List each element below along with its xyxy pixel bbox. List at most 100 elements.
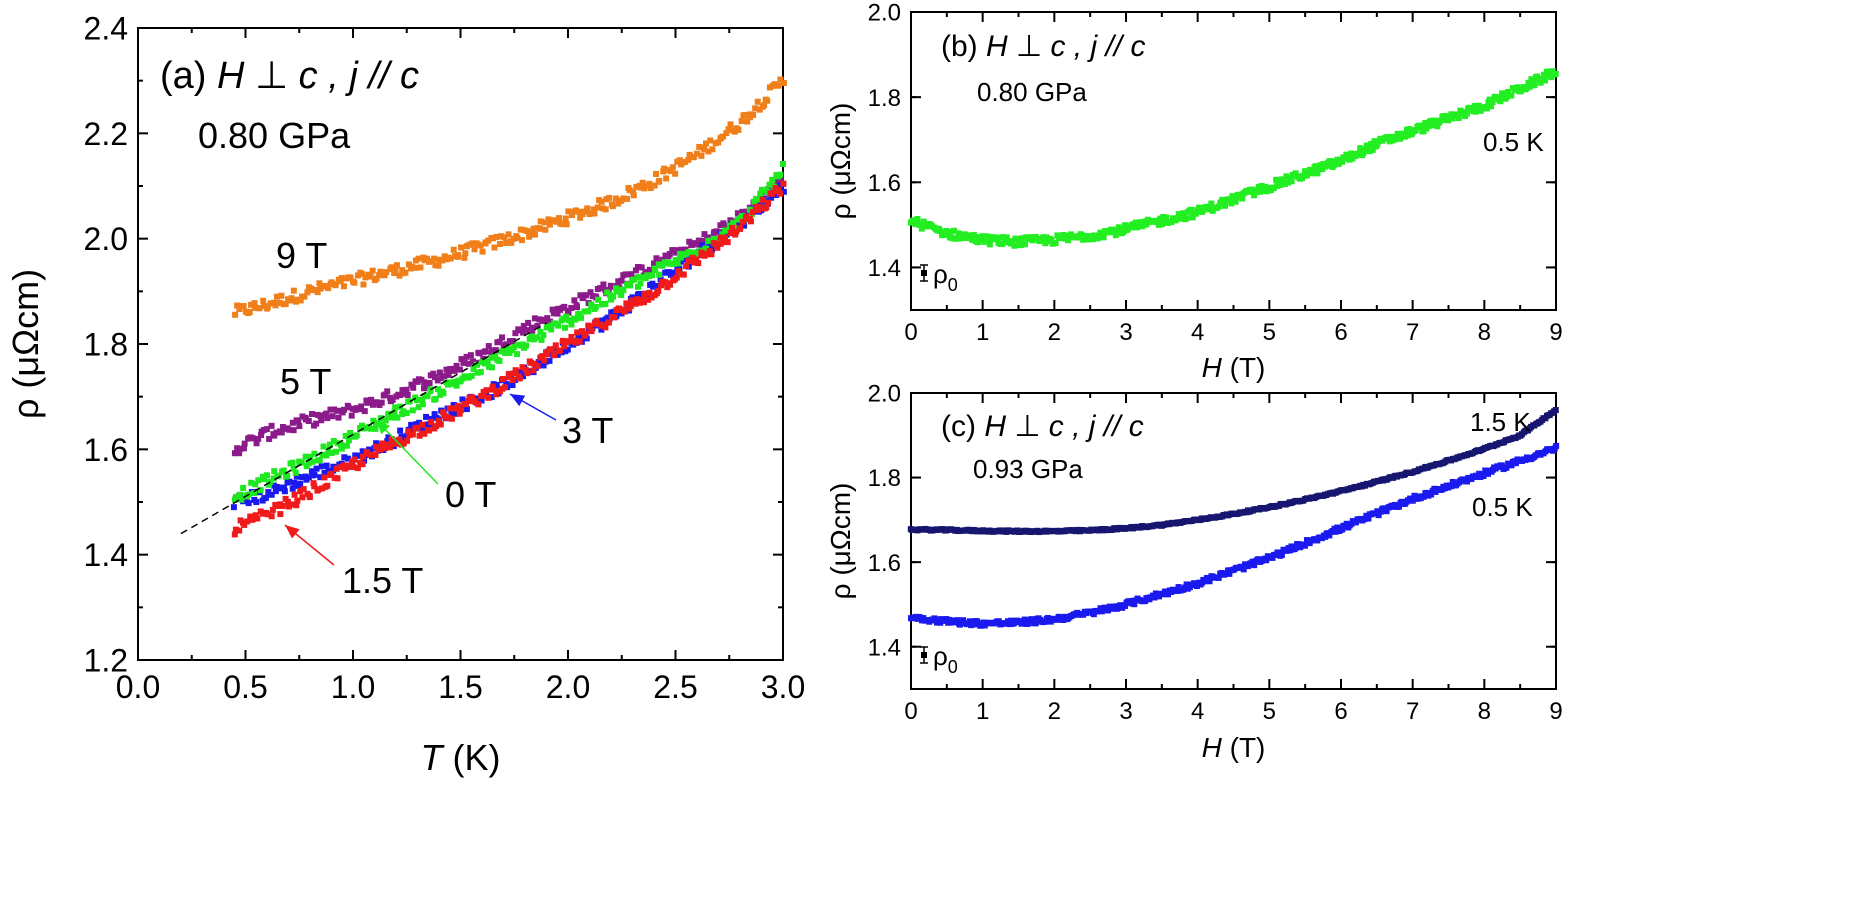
data-point bbox=[556, 347, 563, 354]
data-point bbox=[1431, 485, 1438, 492]
data-point bbox=[1449, 478, 1456, 485]
data-point bbox=[1188, 206, 1195, 213]
data-point bbox=[912, 221, 919, 228]
data-point bbox=[1445, 117, 1452, 124]
data-point bbox=[1029, 237, 1036, 244]
data-point bbox=[738, 213, 745, 220]
data-point bbox=[1292, 544, 1299, 551]
data-point bbox=[1460, 109, 1467, 116]
series-a-1.5-T bbox=[231, 180, 787, 538]
data-point bbox=[1104, 607, 1111, 614]
data-point bbox=[376, 272, 383, 279]
data-point bbox=[1474, 107, 1481, 114]
data-point bbox=[284, 498, 291, 505]
data-point bbox=[509, 382, 516, 389]
data-point bbox=[606, 194, 613, 201]
data-point bbox=[754, 98, 761, 105]
y-tick-label: 2.0 bbox=[868, 381, 901, 408]
data-point bbox=[588, 327, 595, 334]
data-point bbox=[399, 267, 406, 274]
data-point bbox=[696, 143, 703, 150]
data-point bbox=[1463, 110, 1470, 117]
data-point bbox=[602, 324, 609, 331]
data-point bbox=[667, 168, 674, 175]
data-point bbox=[538, 336, 545, 343]
data-point bbox=[435, 417, 442, 424]
data-point bbox=[359, 453, 366, 460]
data-point bbox=[453, 362, 460, 369]
data-point bbox=[458, 356, 465, 363]
data-point bbox=[699, 238, 706, 245]
y-tick-label: 2.2 bbox=[84, 116, 128, 152]
data-point bbox=[752, 105, 759, 112]
x-tick-label: 4 bbox=[1191, 698, 1204, 725]
data-point bbox=[1239, 195, 1246, 202]
data-point bbox=[378, 399, 385, 406]
data-point bbox=[633, 183, 640, 190]
data-point bbox=[734, 210, 741, 217]
data-point bbox=[326, 441, 333, 448]
data-point bbox=[311, 471, 318, 478]
x-tick-label: 2 bbox=[1048, 698, 1061, 725]
data-point bbox=[515, 326, 522, 333]
data-point bbox=[685, 156, 692, 163]
data-point bbox=[293, 502, 300, 509]
data-point bbox=[674, 260, 681, 267]
data-point bbox=[673, 274, 680, 281]
data-point bbox=[743, 208, 750, 215]
series-c-0.5-K bbox=[908, 442, 1560, 629]
x-tick-label: 7 bbox=[1406, 698, 1419, 725]
data-point bbox=[1480, 472, 1487, 479]
data-point bbox=[707, 137, 714, 144]
data-point bbox=[324, 482, 331, 489]
x-axis-label: H (T) bbox=[1202, 352, 1266, 383]
data-point bbox=[706, 248, 713, 255]
data-point bbox=[329, 413, 336, 420]
data-point bbox=[715, 139, 722, 146]
data-point bbox=[943, 616, 950, 623]
data-point bbox=[652, 265, 659, 272]
data-point bbox=[304, 289, 311, 296]
data-point bbox=[324, 415, 331, 422]
data-point bbox=[540, 332, 547, 339]
data-point bbox=[248, 301, 255, 308]
data-point bbox=[254, 515, 261, 522]
data-point bbox=[561, 343, 568, 350]
series-label-1-5K-c: 1.5 K bbox=[1470, 407, 1531, 437]
data-point bbox=[730, 219, 737, 226]
data-point bbox=[237, 303, 244, 310]
data-point bbox=[392, 404, 399, 411]
data-point bbox=[467, 352, 474, 359]
data-point bbox=[686, 258, 693, 265]
data-point bbox=[701, 146, 708, 153]
data-point bbox=[288, 295, 295, 302]
panel-label-c: (c) H ⊥ c , j // c bbox=[941, 410, 1144, 443]
data-point bbox=[465, 398, 472, 405]
data-point bbox=[545, 216, 552, 223]
data-point bbox=[1374, 508, 1381, 515]
data-point bbox=[562, 324, 569, 331]
data-point bbox=[440, 390, 447, 397]
data-point bbox=[413, 397, 420, 404]
data-point bbox=[493, 382, 500, 389]
rho0-marker bbox=[921, 270, 927, 276]
data-point bbox=[954, 617, 961, 624]
data-point bbox=[261, 475, 268, 482]
data-point bbox=[605, 319, 612, 326]
data-point bbox=[466, 241, 473, 248]
data-point bbox=[729, 224, 736, 231]
data-point bbox=[683, 263, 690, 270]
data-point bbox=[267, 300, 274, 307]
data-point bbox=[298, 459, 305, 466]
data-point bbox=[358, 403, 365, 410]
data-point bbox=[234, 445, 241, 452]
data-point bbox=[286, 478, 293, 485]
data-point bbox=[646, 289, 653, 296]
data-point bbox=[1285, 179, 1292, 186]
data-point bbox=[240, 484, 247, 491]
data-point bbox=[308, 468, 315, 475]
data-point bbox=[1369, 146, 1376, 153]
data-point bbox=[276, 299, 283, 306]
x-axis-label: T (K) bbox=[421, 737, 501, 778]
data-point bbox=[1314, 170, 1321, 177]
